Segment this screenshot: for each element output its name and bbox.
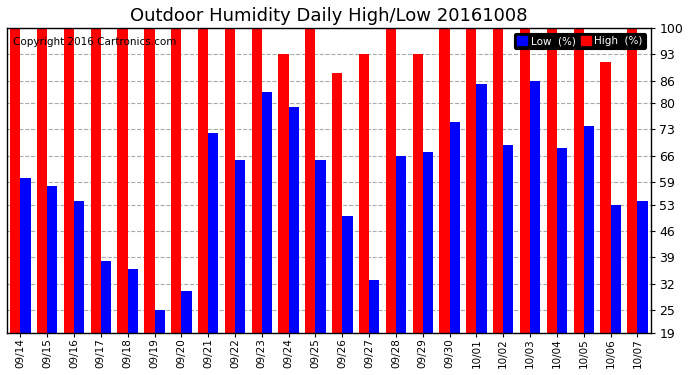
Bar bbox=[359, 54, 369, 375]
Bar bbox=[332, 73, 342, 375]
Bar bbox=[144, 28, 155, 375]
Bar bbox=[396, 156, 406, 375]
Bar bbox=[90, 28, 101, 375]
Bar bbox=[262, 92, 272, 375]
Bar bbox=[198, 28, 208, 375]
Title: Outdoor Humidity Daily High/Low 20161008: Outdoor Humidity Daily High/Low 20161008 bbox=[130, 7, 528, 25]
Bar bbox=[117, 28, 128, 375]
Bar bbox=[288, 107, 299, 375]
Bar bbox=[413, 54, 423, 375]
Bar bbox=[155, 310, 165, 375]
Bar bbox=[573, 28, 584, 375]
Bar bbox=[101, 261, 111, 375]
Bar bbox=[47, 186, 57, 375]
Bar bbox=[386, 28, 396, 375]
Bar bbox=[21, 178, 30, 375]
Bar bbox=[493, 28, 503, 375]
Bar bbox=[225, 28, 235, 375]
Bar bbox=[279, 54, 288, 375]
Bar bbox=[37, 28, 47, 375]
Bar bbox=[546, 28, 557, 375]
Bar bbox=[305, 28, 315, 375]
Bar bbox=[530, 81, 540, 375]
Bar bbox=[584, 126, 594, 375]
Bar bbox=[10, 28, 21, 375]
Bar bbox=[557, 148, 567, 375]
Bar bbox=[440, 28, 450, 375]
Bar bbox=[627, 28, 638, 375]
Bar bbox=[611, 205, 621, 375]
Bar bbox=[638, 201, 648, 375]
Text: Copyright 2016 Cartronics.com: Copyright 2016 Cartronics.com bbox=[13, 37, 177, 47]
Bar bbox=[503, 144, 513, 375]
Bar bbox=[63, 28, 74, 375]
Bar bbox=[466, 28, 477, 375]
Bar bbox=[369, 280, 380, 375]
Bar bbox=[477, 84, 486, 375]
Bar bbox=[181, 291, 192, 375]
Bar bbox=[128, 268, 138, 375]
Bar bbox=[74, 201, 84, 375]
Legend: Low  (%), High  (%): Low (%), High (%) bbox=[514, 33, 646, 50]
Bar bbox=[171, 28, 181, 375]
Bar bbox=[423, 152, 433, 375]
Bar bbox=[520, 28, 530, 375]
Bar bbox=[208, 133, 218, 375]
Bar bbox=[342, 216, 353, 375]
Bar bbox=[235, 160, 245, 375]
Bar bbox=[315, 160, 326, 375]
Bar bbox=[600, 62, 611, 375]
Bar bbox=[450, 122, 460, 375]
Bar bbox=[252, 28, 262, 375]
